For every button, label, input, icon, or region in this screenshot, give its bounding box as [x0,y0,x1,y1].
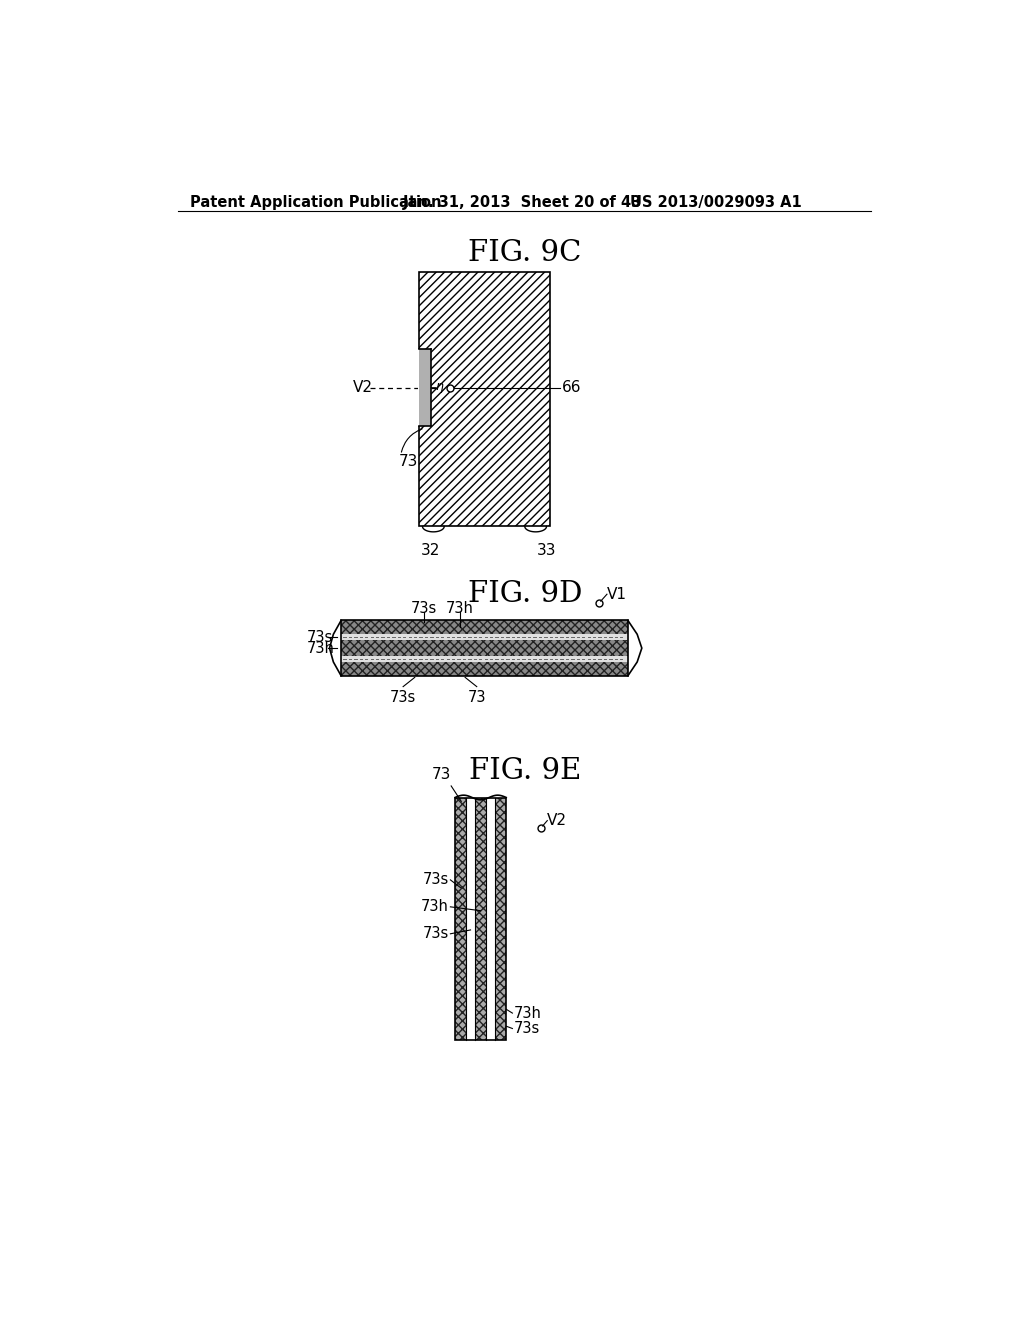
Bar [419,350,431,426]
Text: 33: 33 [537,544,556,558]
Bar [496,797,506,1040]
Bar [341,640,628,656]
Bar [419,272,550,527]
Bar [341,663,628,676]
Bar [466,797,475,1040]
Bar [455,797,466,1040]
Bar [341,620,628,635]
Text: 73s: 73s [306,630,333,645]
Bar [341,656,628,663]
Text: FIG. 9C: FIG. 9C [468,239,582,267]
Text: FIG. 9E: FIG. 9E [469,758,581,785]
Bar [418,350,431,426]
Bar [486,797,496,1040]
Bar [496,797,506,1040]
Text: 73s: 73s [423,873,449,887]
Bar [341,663,628,676]
Text: FIG. 9D: FIG. 9D [468,581,582,609]
Bar [341,635,628,640]
Text: 73s: 73s [423,927,449,941]
Text: V2: V2 [547,813,567,828]
Text: 73: 73 [468,689,486,705]
Text: V1: V1 [607,586,627,602]
Text: 73s: 73s [390,689,416,705]
Text: V2: V2 [352,380,373,396]
Bar [475,797,486,1040]
Text: 73: 73 [399,454,419,469]
Text: 73s: 73s [514,1020,541,1036]
Text: US 2013/0029093 A1: US 2013/0029093 A1 [630,195,802,210]
Bar [455,797,466,1040]
Text: Patent Application Publication: Patent Application Publication [190,195,441,210]
Text: 73h: 73h [445,601,474,615]
Text: 73h: 73h [421,899,449,915]
Text: 66: 66 [562,380,582,396]
Text: 73s: 73s [411,601,437,615]
Text: Jan. 31, 2013  Sheet 20 of 43: Jan. 31, 2013 Sheet 20 of 43 [403,195,642,210]
Text: $\eta$: $\eta$ [435,381,444,395]
Bar [341,620,628,635]
Bar [341,620,628,676]
Bar [455,797,506,1040]
Bar [475,797,486,1040]
Text: 73h: 73h [306,640,334,656]
Bar [341,640,628,656]
Text: 73h: 73h [514,1006,542,1020]
Text: 32: 32 [421,544,440,558]
Text: 73: 73 [432,767,452,781]
